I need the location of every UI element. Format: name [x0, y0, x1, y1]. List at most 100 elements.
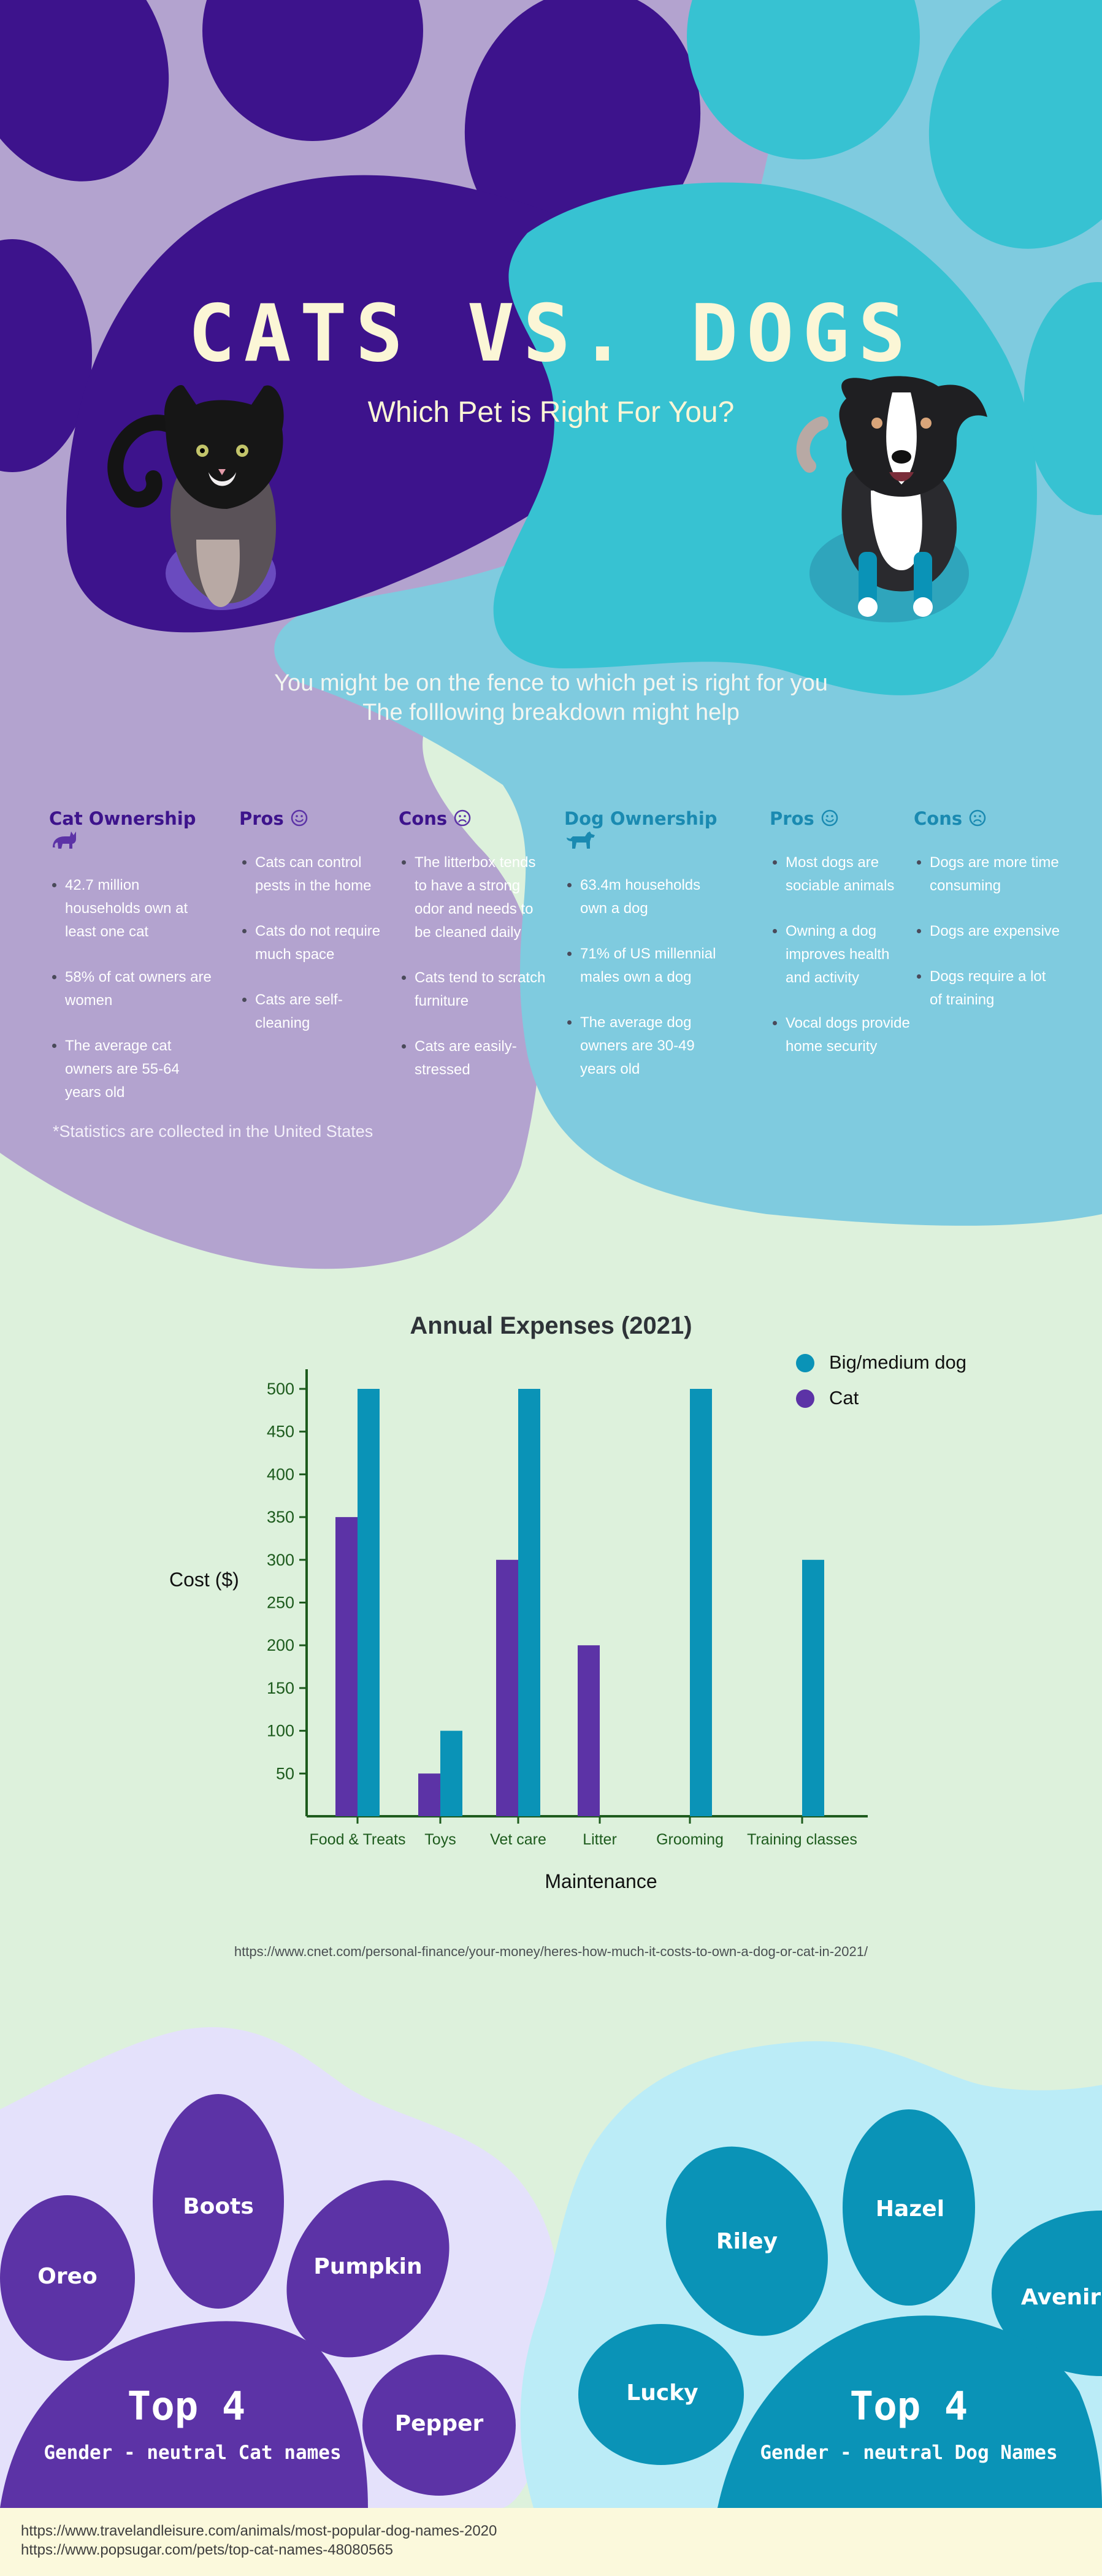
chart-bar-cat — [578, 1645, 600, 1816]
dog-name-hazel: Hazel — [875, 2196, 945, 2222]
chart-bar-dog — [358, 1389, 380, 1816]
cat-ownership-column: Cat Ownership 42.7 million households ow… — [49, 808, 215, 1126]
chart-bar-cat — [335, 1517, 358, 1816]
footer-source-dog-names[interactable]: https://www.travelandleisure.com/animals… — [21, 2523, 497, 2539]
chart-bar-cat — [418, 1773, 440, 1816]
cat-pros-column: Pros Cats can control pests in the home … — [239, 808, 386, 1057]
chart-y-tick-label: 400 — [267, 1465, 294, 1483]
legend-label-dog: Big/medium dog — [829, 1351, 967, 1373]
dog-cons-column: Cons Dogs are more time consuming Dogs a… — [914, 808, 1061, 1034]
dog-main-name-pad — [717, 2315, 1102, 2508]
dog-ownership-column: Dog Ownership 63.4m households own a dog… — [564, 808, 724, 1103]
page-title: CATS VS. DOGS — [0, 288, 1102, 380]
chart-x-tick-label: Grooming — [656, 1831, 724, 1848]
chart-title: Annual Expenses (2021) — [410, 1312, 692, 1339]
dog-icon — [567, 831, 595, 849]
cat-icon — [53, 831, 76, 849]
chart-bar-dog — [690, 1389, 712, 1816]
chart-y-axis-label: Cost ($) — [169, 1569, 239, 1591]
list-item: The average cat owners are 55-64 years o… — [65, 1034, 215, 1104]
dog-name-riley: Riley — [716, 2229, 778, 2254]
chart-source-link[interactable]: https://www.cnet.com/personal-finance/yo… — [234, 1944, 868, 1959]
chart-bar-dog — [802, 1559, 824, 1816]
intro-line-2: The folllowing breakdown might help — [362, 700, 740, 725]
cat-name-boots: Boots — [183, 2194, 254, 2219]
dog-name-pad — [992, 2211, 1102, 2376]
intro-text: You might be on the fence to which pet i… — [0, 668, 1102, 727]
list-item: The average dog owners are 30-49 years o… — [580, 1011, 724, 1081]
cat-main-name-pad — [0, 2321, 368, 2508]
page-subtitle: Which Pet is Right For You? — [367, 396, 735, 429]
dog-name-pad — [666, 2146, 828, 2336]
cat-pros-list: Cats can control pests in the home Cats … — [239, 851, 386, 1035]
chart-bar-dog — [518, 1389, 540, 1816]
cat-toe-pad — [202, 0, 423, 141]
dog-cons-list: Dogs are more time consuming Dogs are ex… — [914, 851, 1061, 1012]
cat-toe-pad — [0, 239, 92, 472]
list-item: 71% of US millennial males own a dog — [580, 942, 724, 989]
cat-ownership-heading: Cat Ownership — [49, 808, 215, 852]
chart-y-tick-label: 100 — [267, 1722, 294, 1740]
cat-pros-heading: Pros — [239, 808, 386, 829]
cat-names-heading: Top 4 — [127, 2384, 246, 2429]
cat-name-pad — [0, 2195, 135, 2361]
cat-ownership-list: 42.7 million households own at least one… — [49, 874, 215, 1104]
chart-y-tick-label: 250 — [267, 1594, 294, 1612]
dog-name-avenir: Avenir — [1020, 2285, 1101, 2310]
chart-x-tick-label: Vet care — [490, 1831, 546, 1848]
chart-y-tick-label: 350 — [267, 1508, 294, 1526]
cat-cons-column: Cons The litterbox tends to have a stron… — [399, 808, 546, 1104]
chart-x-tick-label: Training classes — [747, 1831, 857, 1848]
cat-cons-list: The litterbox tends to have a strong odo… — [399, 851, 546, 1082]
smiley-icon — [291, 809, 308, 827]
chart-y-tick-label: 150 — [267, 1679, 294, 1697]
intro-line-1: You might be on the fence to which pet i… — [274, 670, 828, 696]
dog-name-lucky: Lucky — [626, 2380, 698, 2406]
frowny-icon — [454, 809, 471, 827]
legend-swatch-dog — [796, 1354, 814, 1372]
dog-toe-pad — [1024, 282, 1102, 515]
chart-x-tick-label: Litter — [583, 1831, 617, 1848]
list-item: 58% of cat owners are women — [65, 966, 215, 1012]
legend-label-cat: Cat — [829, 1387, 859, 1408]
chart-y-tick-label: 450 — [267, 1423, 294, 1441]
cat-toe-pad — [464, 0, 701, 257]
list-item: 63.4m households own a dog — [580, 874, 724, 920]
list-item: Dogs are more time consuming — [930, 851, 1061, 898]
dog-illustration — [796, 376, 987, 622]
dog-names-heading: Top 4 — [849, 2384, 968, 2429]
smiley-icon — [821, 809, 838, 827]
list-item: 42.7 million households own at least one… — [65, 874, 215, 944]
dog-names-subheading: Gender - neutral Dog Names — [760, 2442, 1058, 2464]
list-item: Vocal dogs provide home security — [786, 1012, 917, 1058]
dog-ownership-heading: Dog Ownership — [564, 808, 724, 852]
chart-y-tick-label: 300 — [267, 1551, 294, 1569]
dog-toe-pad — [928, 0, 1102, 249]
chart-y-tick-label: 50 — [276, 1764, 294, 1783]
dog-toe-pad — [687, 0, 920, 159]
chart-bar-dog — [440, 1730, 462, 1816]
legend-swatch-cat — [796, 1389, 814, 1408]
dog-pros-heading: Pros — [770, 808, 917, 829]
list-item: Cats tend to scratch furniture — [415, 966, 546, 1013]
footer-source-cat-names[interactable]: https://www.popsugar.com/pets/top-cat-na… — [21, 2542, 394, 2558]
cat-illustration — [107, 385, 284, 610]
footer: https://www.travelandleisure.com/animals… — [0, 2508, 1102, 2576]
list-item: Owning a dog improves health and activit… — [786, 920, 917, 990]
cat-name-pad — [286, 2180, 450, 2358]
cat-cons-heading: Cons — [399, 808, 546, 829]
cat-name-pepper: Pepper — [394, 2411, 484, 2436]
chart-x-tick-label: Food & Treats — [309, 1831, 405, 1848]
cat-names-subheading: Gender - neutral Cat names — [44, 2442, 342, 2464]
title-cats-vs: CATS VS. — [188, 288, 635, 380]
cat-name-pad — [362, 2355, 516, 2496]
dog-name-pad — [843, 2109, 975, 2306]
chart-x-tick-label: Toys — [424, 1831, 456, 1848]
list-item: Most dogs are sociable animals — [786, 851, 917, 898]
list-item: Dogs require a lot of training — [930, 965, 1061, 1012]
dog-name-pad — [578, 2324, 744, 2465]
frowny-icon — [969, 809, 986, 827]
chart-y-tick-label: 200 — [267, 1636, 294, 1654]
